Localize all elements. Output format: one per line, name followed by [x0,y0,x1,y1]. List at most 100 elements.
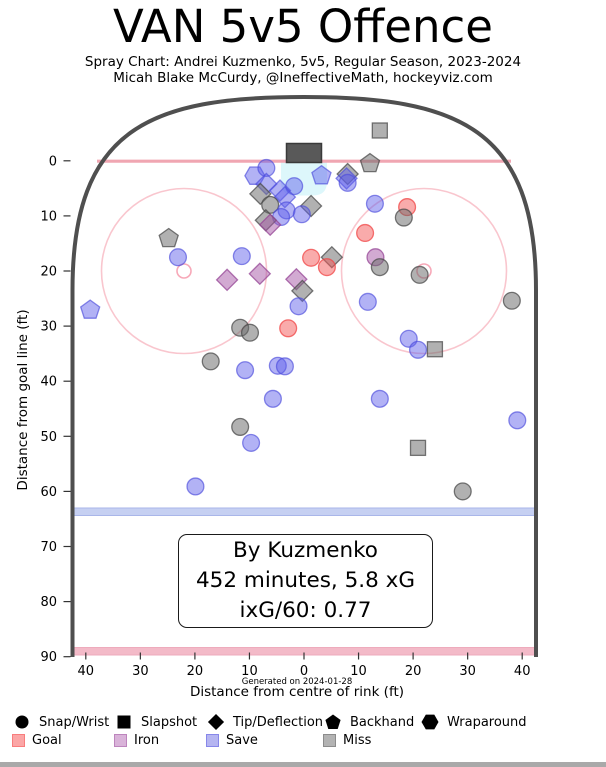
legend-label: Save [226,733,258,748]
snap-wrist-circle-icon [15,715,29,729]
y-tick-label: 80 [40,595,57,610]
legend-label: Snap/Wrist [39,714,110,730]
shot-marker-square-miss [409,439,427,457]
legend-item-backhand: Backhand [323,713,414,731]
x-tick-label: 10 [350,664,367,679]
generated-on-note: Generated on 2024-01-28 [242,677,352,687]
shot-marker-circle-goal [279,319,298,338]
legend-item-save: Save [206,733,258,748]
legend-item-iron: Iron [114,733,159,748]
summary-line-minutes: 452 minutes, 5.8 xG [196,568,415,593]
shot-marker-circle-goal [317,258,336,277]
shot-marker-diamond-miss [299,194,323,218]
shot-marker-circle-miss [370,258,389,277]
shot-marker-square-miss [371,122,388,139]
shot-marker-circle-miss [502,291,521,310]
legend-item-tip-deflection: Tip/Deflection [206,713,323,731]
shot-marker-circle-save [338,173,357,192]
summary-line-player: By Kuzmenko [233,538,378,563]
shot-marker-circle-save [408,340,428,359]
shot-marker-circle-save [168,248,188,267]
y-tick-label: 90 [40,650,57,665]
shot-marker-diamond-iron [215,268,239,292]
x-tick-label: 30 [459,664,476,679]
legend-label: Goal [32,733,62,748]
chart-header: VAN 5v5 Offence Spray Chart: Andrei Kuzm… [0,0,606,86]
faceoff-dot-left [176,263,192,279]
y-tick-label: 50 [40,430,57,445]
iron-color-swatch [114,734,127,747]
shot-marker-circle-miss [240,323,260,342]
x-tick-label: 40 [78,664,95,679]
shot-marker-circle-miss [453,482,472,501]
shot-marker-circle-miss [261,195,280,214]
miss-color-swatch [323,734,336,747]
y-axis-ticks: 0 10 20 30 40 50 60 70 80 90 [40,154,71,665]
legend-label: Tip/Deflection [233,714,324,730]
bottom-divider [0,762,606,767]
legend: Snap/Wrist Slapshot Tip/Deflection Backh… [0,706,606,762]
y-axis-label: Distance from goal line (ft) [15,309,31,490]
shot-marker-circle-save [232,247,251,266]
shot-marker-circle-save [289,297,308,316]
shot-marker-circle-save [508,411,527,430]
shot-marker-diamond-save [335,167,358,190]
shot-marker-diamond-iron [248,262,272,286]
shot-marker-circle-save [257,158,276,178]
y-tick-label: 10 [40,209,57,224]
shot-marker-circle-save [268,356,287,375]
x-tick-label: 20 [187,664,204,679]
goal-net [285,142,323,164]
shot-marker-pentagon-miss [158,227,179,248]
legend-label: Miss [343,733,372,748]
shot-marker-diamond-iron [258,213,282,237]
x-tick-label: 10 [241,664,258,679]
faceoff-circle-right [340,187,508,355]
y-tick-label: 0 [49,154,57,169]
shot-marker-circle-goal [356,223,375,243]
shot-marker-pentagon-save [311,164,332,185]
x-tick-label: 20 [405,664,422,679]
tip-deflection-diamond-icon [207,713,225,731]
chart-subtitle: Spray Chart: Andrei Kuzmenko, 5v5, Regul… [84,54,522,70]
x-axis-ticks: 40 30 20 10 0 10 20 30 40 [78,652,531,679]
shot-marker-pentagon-miss [359,152,381,173]
legend-item-goal: Goal [12,733,62,748]
shot-marker-circle-save [370,389,389,408]
summary-line-ixg: ixG/60: 0.77 [239,598,372,623]
legend-label: Wraparound [447,714,527,730]
shot-marker-diamond-miss [290,279,314,303]
legend-label: Iron [134,733,160,748]
wraparound-hexagon-icon [421,714,439,730]
legend-item-wraparound: Wraparound [420,713,527,731]
save-color-swatch [206,734,219,747]
y-tick-label: 70 [40,540,57,555]
y-tick-label: 40 [40,375,57,390]
summary-box: By Kuzmenko 452 minutes, 5.8 xG ixG/60: … [178,534,433,628]
shot-marker-circle-save [236,361,255,380]
shot-marker-square-miss [426,341,444,358]
chart-byline: Micah Blake McCurdy, @IneffectiveMath, h… [113,70,493,86]
shot-marker-circle-save [186,477,205,496]
goal-color-swatch [12,734,25,747]
shot-marker-circle-goal [302,248,321,267]
shot-marker-circle-save [365,194,384,213]
shot-marker-circle-miss [201,352,220,371]
legend-item-miss: Miss [323,733,371,748]
shot-marker-circle-save [242,433,261,452]
y-tick-label: 20 [40,265,57,280]
legend-label: Backhand [350,714,415,730]
x-tick-label: 40 [514,664,531,679]
shot-marker-circle-miss [394,208,413,227]
y-tick-label: 60 [40,485,57,500]
legend-label: Slapshot [141,714,198,730]
shot-marker-circle-save [358,292,377,311]
rink-plot: 0 10 20 30 40 50 60 70 80 90 40 30 20 10 0 10 20 30 40 Di… [15,94,538,700]
shot-marker-circle-save [275,357,294,376]
x-tick-label: 30 [132,664,149,679]
shot-marker-circle-miss [231,417,250,436]
shot-marker-circle-save [285,177,304,196]
shot-marker-circle-save [263,389,282,408]
x-axis-label: Distance from centre of rink (ft) [190,684,404,700]
